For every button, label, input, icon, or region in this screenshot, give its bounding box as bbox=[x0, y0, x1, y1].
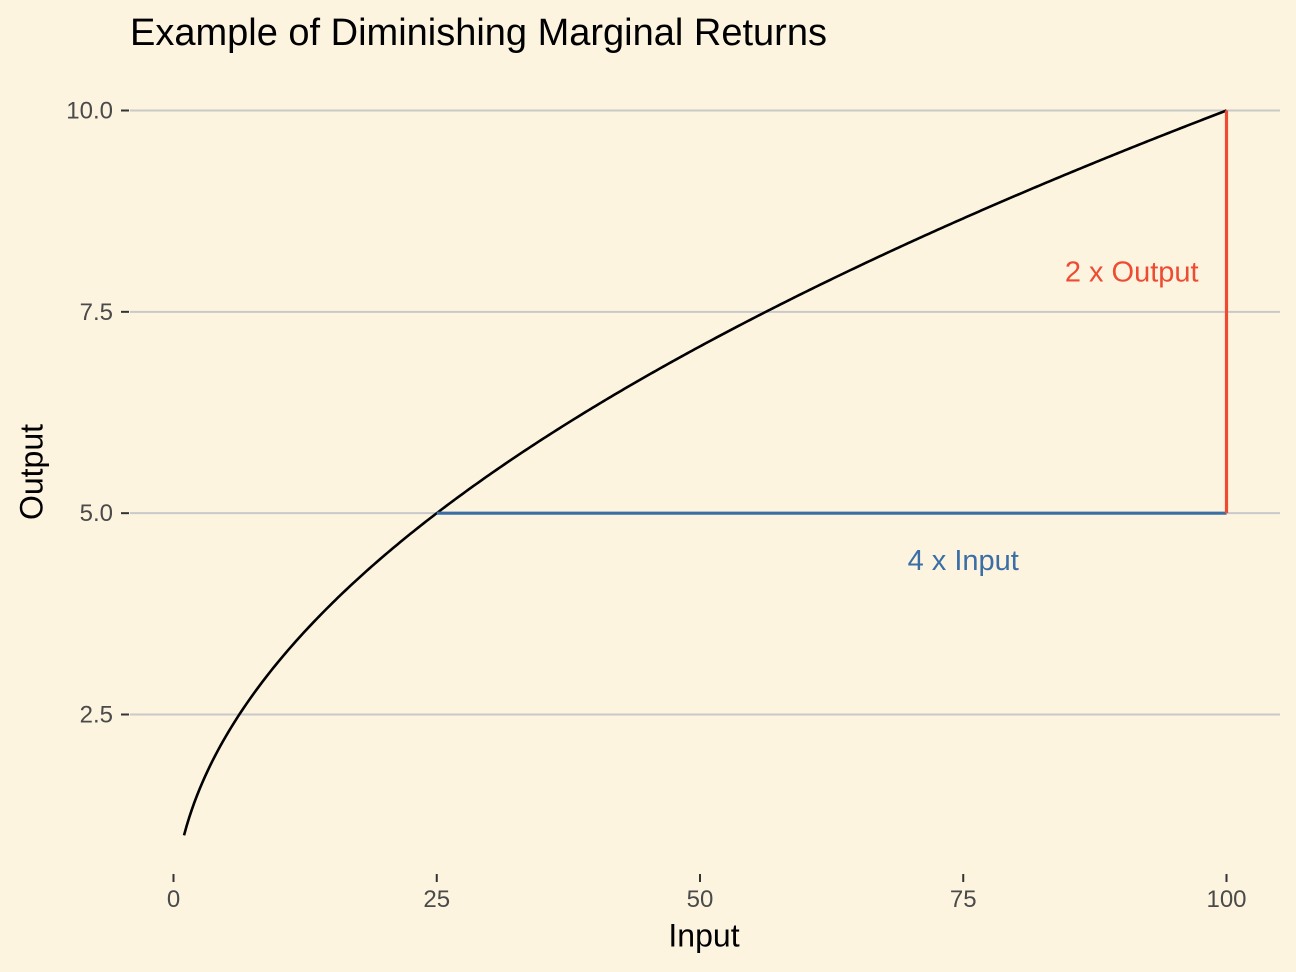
y-tick-label: 5.0 bbox=[80, 500, 113, 527]
y-tick-label: 10.0 bbox=[66, 98, 113, 125]
x-axis-label: Input bbox=[668, 917, 740, 954]
x-tick-label: 100 bbox=[1206, 886, 1246, 913]
y-tick-label: 2.5 bbox=[80, 702, 113, 729]
x-tick-label: 75 bbox=[950, 886, 977, 913]
chart-title: Example of Diminishing Marginal Returns bbox=[130, 12, 827, 54]
x-tick-label: 50 bbox=[687, 886, 714, 913]
x-tick-label: 0 bbox=[167, 886, 180, 913]
data-series-line bbox=[182, 109, 1227, 836]
y-tick-label: 7.5 bbox=[80, 299, 113, 326]
x-tick-label: 25 bbox=[423, 886, 450, 913]
annotation-label: 4 x Input bbox=[908, 545, 1019, 577]
annotation-label: 2 x Output bbox=[1065, 257, 1199, 289]
